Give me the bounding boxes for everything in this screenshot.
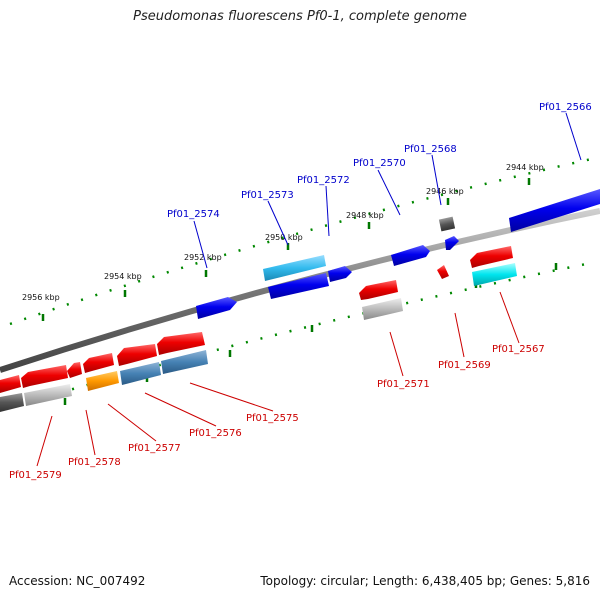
gene-label-pf01-2575: Pf01_2575: [246, 413, 299, 424]
gene-arrow-pf01-2570[interactable]: [391, 245, 430, 266]
genome-summary-text: Topology: circular; Length: 6,438,405 bp…: [260, 574, 590, 588]
reverse-strand-genes: [0, 246, 517, 412]
accession-text: Accession: NC_007492: [9, 574, 146, 588]
gene-label-pf01-2570: Pf01_2570: [353, 158, 406, 169]
gene-arrow-pf01-2572[interactable]: [328, 266, 352, 282]
gene-label-pf01-2579: Pf01_2579: [9, 470, 62, 481]
gene-label-pf01-2574: Pf01_2574: [167, 209, 220, 220]
cog-box-pf01-2567: [472, 263, 517, 286]
gene-arrow-pf01-2566[interactable]: [509, 189, 600, 232]
gene-arrow-pf01-2571[interactable]: [359, 280, 398, 300]
gene-label-pf01-2569: Pf01_2569: [438, 360, 491, 371]
gene-arrow-pf01-2573[interactable]: [268, 273, 329, 299]
major-ticks: [41, 178, 531, 321]
cog-box-pf01-2573: [263, 255, 326, 281]
cog-box-pf01-2579: [24, 384, 72, 406]
gene-arrow-pf01-2578[interactable]: [67, 362, 82, 378]
gene-label-pf01-2577: Pf01_2577: [128, 443, 181, 454]
gene-arrow-edge-left[interactable]: [0, 375, 21, 393]
tick-label-2946: 2946 kbp: [426, 187, 464, 196]
gene-arrow-pf01-2579[interactable]: [21, 365, 68, 388]
gene-arrow-pf01-2574[interactable]: [196, 297, 237, 319]
cog-box-pf01-2568: [438, 216, 456, 232]
tick-label-2950: 2950 kbp: [265, 233, 303, 242]
gene-label-pf01-2566: Pf01_2566: [539, 102, 592, 113]
tick-label-2956: 2956 kbp: [22, 293, 60, 302]
gene-label-pf01-2571: Pf01_2571: [377, 379, 430, 390]
cog-box-pf01-2576: [120, 362, 161, 385]
gene-arrow-pf01-2568[interactable]: [445, 236, 459, 250]
gene-arrow-pf01-2577[interactable]: [83, 353, 114, 373]
cog-box-edge-left: [0, 393, 24, 412]
cog-box-pf01-2571: [362, 298, 403, 320]
gene-arrow-pf01-2575[interactable]: [157, 332, 205, 355]
cog-box-pf01-2577: [86, 371, 119, 391]
tick-label-2954: 2954 kbp: [104, 272, 142, 281]
gene-arrow-pf01-2576[interactable]: [117, 344, 157, 366]
gene-label-pf01-2573: Pf01_2573: [241, 190, 294, 201]
reverse-label-leaders: [36, 291, 520, 467]
gene-label-pf01-2572: Pf01_2572: [297, 175, 350, 186]
forward-label-leaders: [193, 112, 582, 269]
tick-label-2952: 2952 kbp: [184, 253, 222, 262]
tick-label-2944: 2944 kbp: [506, 163, 544, 172]
forward-strand-genes: [196, 189, 600, 319]
gene-label-pf01-2578: Pf01_2578: [68, 457, 121, 468]
tick-label-2948: 2948 kbp: [346, 211, 384, 220]
cog-box-pf01-2575: [161, 350, 208, 374]
map-title: Pseudomonas fluorescens Pf0-1, complete …: [133, 9, 467, 24]
gene-label-pf01-2576: Pf01_2576: [189, 428, 242, 439]
gene-label-pf01-2568: Pf01_2568: [404, 144, 457, 155]
gene-label-pf01-2567: Pf01_2567: [492, 344, 545, 355]
gene-arrow-pf01-2569[interactable]: [437, 265, 449, 279]
gene-arrow-pf01-2567[interactable]: [470, 246, 513, 268]
